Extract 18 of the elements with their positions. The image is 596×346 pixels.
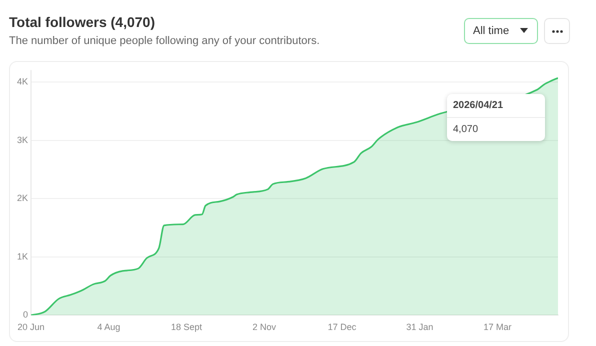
x-tick-label: 17 Mar xyxy=(484,322,512,332)
chart-subtitle: The number of unique people following any of your contributors. xyxy=(9,35,320,47)
x-tick-label: 31 Jan xyxy=(406,322,434,332)
y-tick-label: 3K xyxy=(16,134,28,145)
x-tick-label: 18 Sept xyxy=(171,322,203,332)
x-tick-label: 17 Dec xyxy=(328,322,357,332)
y-tick-label: 1K xyxy=(16,251,28,262)
chart-title: Total followers (4,070) xyxy=(9,14,155,30)
tooltip: 2026/04/21 4,070 xyxy=(447,94,545,141)
annotation: 4,070 xyxy=(453,124,478,135)
x-tick-label: 2 Nov xyxy=(252,322,277,332)
annotation: 2026/04/21 xyxy=(453,100,504,111)
dropdown: All time xyxy=(464,18,538,44)
x-tick-label: 4 Aug xyxy=(97,322,120,332)
x-tick-label: 20 Jun xyxy=(17,322,45,332)
y-tick-label: 0 xyxy=(22,310,28,320)
y-tick-label: 2K xyxy=(16,193,28,204)
y-tick-label: 4K xyxy=(16,76,28,87)
